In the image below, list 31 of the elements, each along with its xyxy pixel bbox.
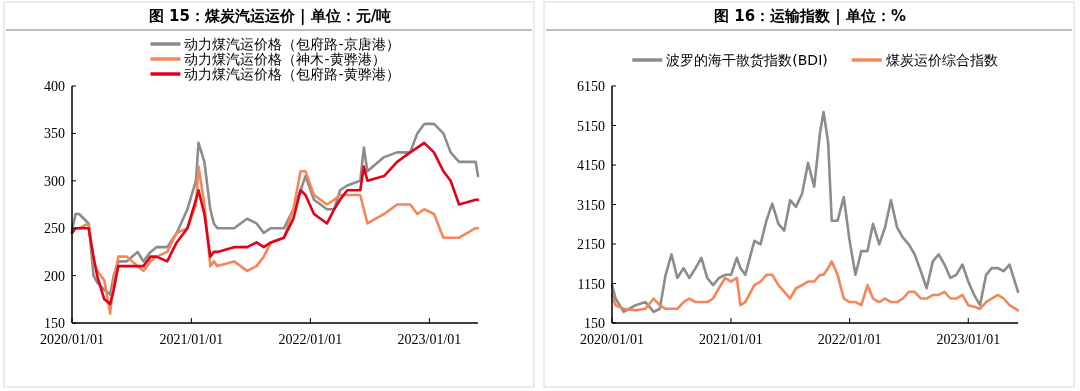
- y-tick-label: 200: [44, 268, 65, 284]
- x-tick-label: 2023/01/01: [936, 332, 1001, 347]
- x-tick-label: 2020/01/01: [40, 332, 104, 347]
- y-tick-label: 250: [44, 221, 65, 237]
- y-tick-label: 350: [44, 126, 65, 142]
- y-tick-label: 5150: [577, 118, 605, 134]
- x-tick-label: 2021/01/01: [159, 332, 224, 347]
- chart-title: 图 15：煤炭汽运运价 | 单位：元/吨: [148, 7, 392, 26]
- line-series: [70, 141, 480, 306]
- y-tick-label: 150: [44, 316, 65, 331]
- y-tick-label: 6150: [577, 79, 605, 94]
- y-tick-label: 2150: [577, 237, 605, 252]
- legend-label: 煤炭运价综合指数: [885, 52, 998, 68]
- x-tick-label: 2022/01/01: [817, 332, 882, 347]
- y-tick-label: 300: [44, 173, 65, 189]
- y-tick-label: 1150: [577, 276, 605, 292]
- legend-label: 动力煤汽运价格（包府路-京唐港）: [184, 36, 400, 52]
- chart-title: 图 16：运输指数 | 单位：%: [713, 7, 907, 26]
- y-tick-label: 3150: [577, 197, 605, 213]
- line-series: [610, 260, 1020, 312]
- legend-label: 动力煤汽运价格（神木-黄骅港）: [184, 51, 386, 67]
- x-tick-label: 2022/01/01: [278, 332, 343, 347]
- legend-label: 动力煤汽运价格（包府路-黄骅港）: [184, 66, 400, 82]
- x-tick-label: 2023/01/01: [397, 332, 462, 347]
- y-tick-label: 150: [584, 316, 605, 331]
- legend-label: 波罗的海干散货指数(BDI): [666, 52, 828, 68]
- y-tick-label: 4150: [577, 158, 605, 173]
- y-tick-label: 400: [44, 79, 65, 94]
- x-tick-label: 2020/01/01: [580, 332, 644, 347]
- line-series: [610, 110, 1020, 314]
- x-tick-label: 2021/01/01: [699, 332, 763, 347]
